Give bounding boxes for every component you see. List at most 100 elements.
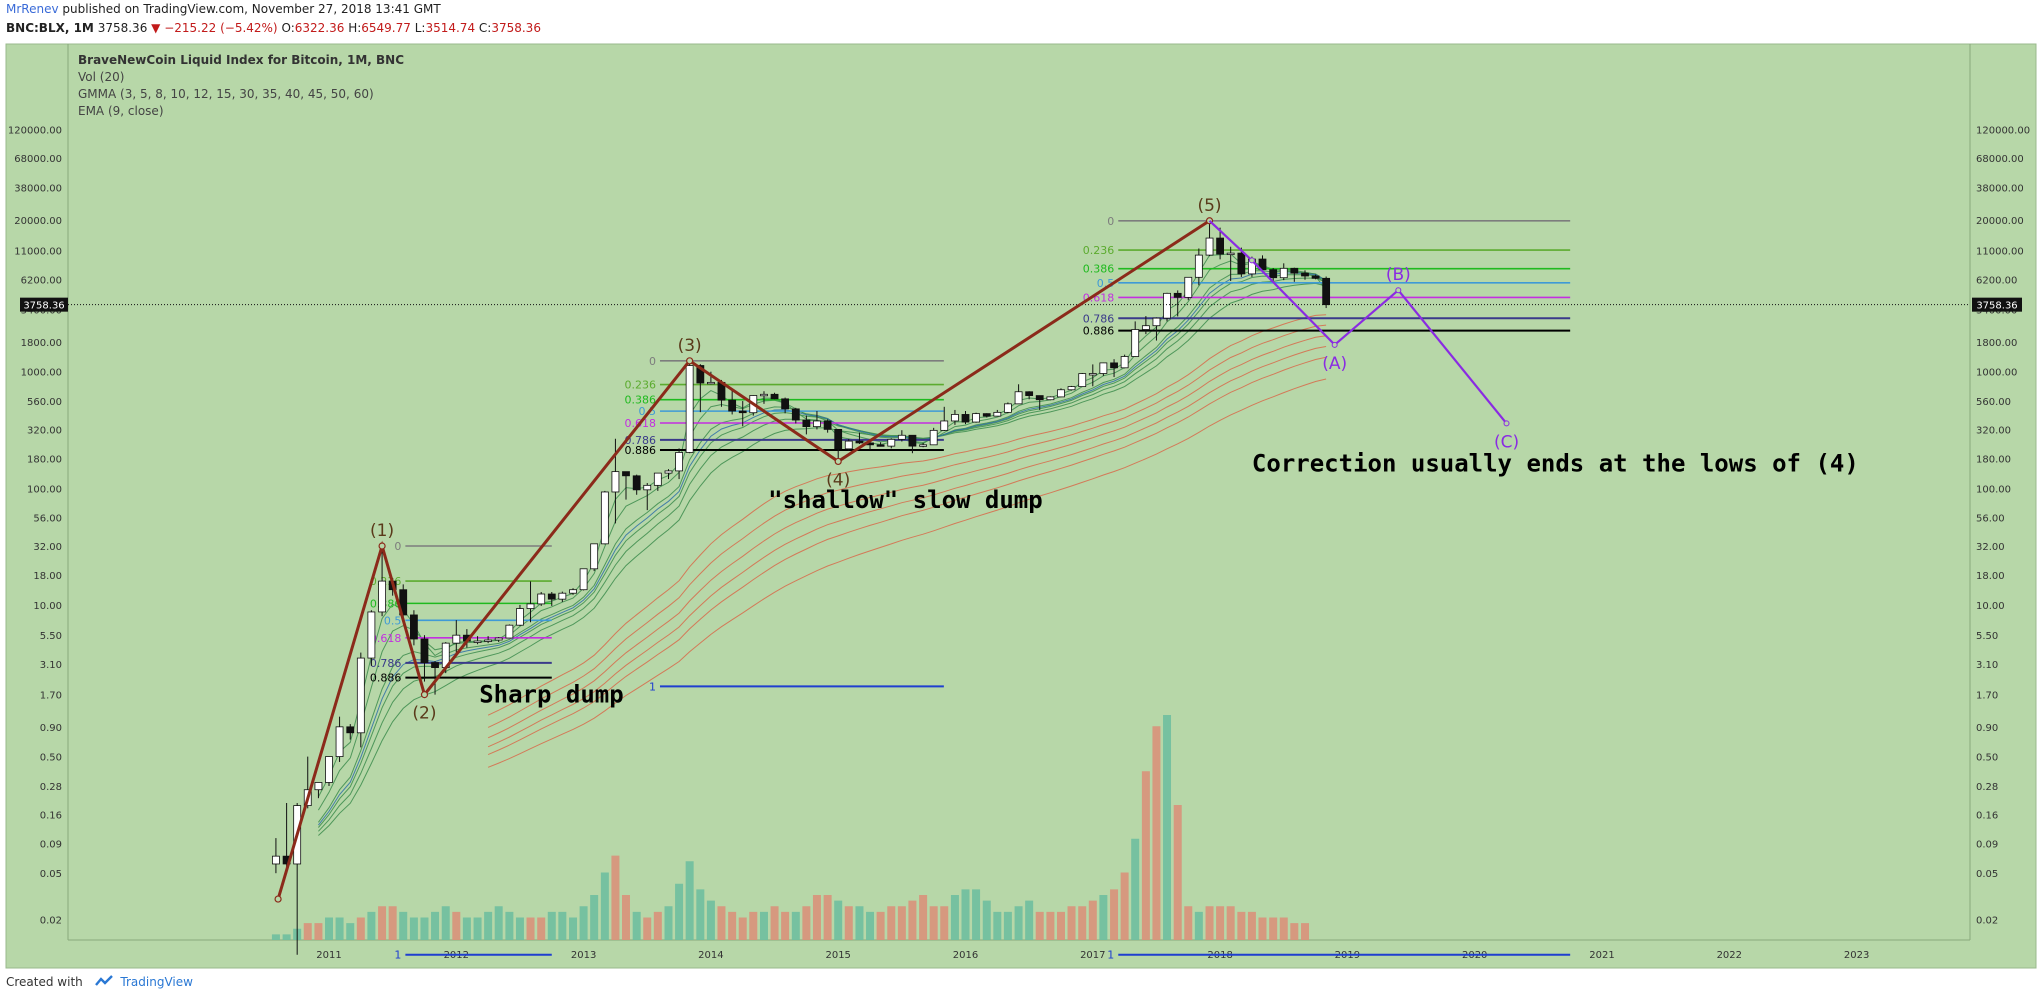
candle-body [622, 471, 630, 477]
x-tick-label: 2023 [1844, 950, 1869, 961]
candle-body [494, 637, 503, 641]
wave-pivot-point[interactable] [834, 457, 842, 466]
candle [1035, 395, 1044, 410]
volume-bar [1194, 911, 1203, 940]
open-value: 6322.36 [294, 21, 345, 35]
candle [346, 724, 355, 740]
y-tick-label-left: 1800.00 [21, 338, 62, 349]
created-with-label: Created with [6, 975, 83, 989]
chart-annotation: "shallow" slow dump [768, 486, 1043, 514]
candle-body [590, 543, 599, 570]
candle [516, 604, 524, 626]
wave-pivot-point[interactable] [274, 895, 282, 903]
candle [590, 543, 599, 572]
chart-panel [5, 43, 2037, 969]
volume-bar [919, 895, 928, 940]
tradingview-logo-icon [94, 975, 113, 990]
candle-body [876, 444, 885, 447]
candle-body [1205, 237, 1214, 256]
y-tick-label-left: 68000.00 [14, 154, 62, 165]
ohlc-line: BNC:BLX, 1M 3758.36 ▼ −215.22 (−5.42%) O… [6, 21, 541, 35]
candle [929, 427, 938, 446]
elliott-wave-line[interactable] [276, 219, 1211, 900]
volume-bar [791, 911, 800, 940]
candle-body [473, 640, 482, 643]
tradingview-link[interactable]: TradingView [120, 975, 193, 989]
projection-point[interactable] [1248, 257, 1255, 264]
wave-pivot-point[interactable] [686, 357, 694, 365]
y-tick-label-left: 1000.00 [21, 368, 62, 379]
gmma-long-line [487, 314, 1327, 716]
fib-level-label: 0.618 [370, 632, 402, 645]
candle-body [696, 365, 705, 384]
candle [325, 756, 333, 786]
volume-bar [876, 911, 885, 940]
candle [685, 360, 694, 454]
candle [1014, 384, 1023, 405]
last-price-tag-left [20, 297, 68, 312]
candle [696, 364, 705, 413]
volume-bar [462, 917, 471, 940]
indicator-label: GMMA (3, 5, 8, 10, 12, 15, 30, 35, 40, 4… [78, 87, 374, 101]
candle [1311, 274, 1320, 280]
candle [622, 471, 630, 500]
candle [1237, 247, 1246, 277]
projection-point[interactable] [1331, 341, 1338, 348]
projection-label: (B) [1386, 265, 1411, 285]
candle [452, 620, 461, 654]
candle-body [1014, 391, 1023, 405]
gmma-short-line [318, 274, 1327, 828]
wave-pivot-point[interactable] [420, 691, 429, 699]
y-tick-label-left: 120000.00 [8, 125, 62, 136]
projection-point[interactable] [1503, 420, 1510, 427]
candle-body [685, 365, 694, 453]
candle [632, 474, 641, 495]
candle-body [1226, 252, 1235, 256]
y-tick-label-right: 10.00 [1976, 601, 2005, 612]
y-tick-label-right: 6200.00 [1976, 275, 2017, 286]
gmma-long-line [487, 324, 1327, 728]
fib-level-label: 0 [394, 540, 401, 553]
chart-header: MrRenev published on TradingView.com, No… [0, 0, 2041, 44]
candle [558, 591, 567, 602]
volume-bar [1216, 906, 1225, 940]
y-tick-label-right: 0.16 [1976, 810, 1998, 821]
candle-body [335, 726, 344, 758]
candle-body [1067, 386, 1076, 391]
candle [1205, 220, 1214, 257]
candle-body [516, 608, 524, 626]
y-tick-label-left: 0.28 [40, 782, 62, 793]
y-tick-label-right: 0.50 [1976, 753, 1998, 764]
volume-bar [494, 906, 503, 940]
wave-pivot-point[interactable] [378, 542, 386, 550]
volume-bar [1173, 805, 1182, 940]
y-tick-label-right: 32.00 [1976, 542, 2005, 553]
volume-bar [282, 934, 291, 940]
y-tick-label-left: 0.02 [40, 916, 62, 927]
y-tick-label-right: 1.70 [1976, 691, 1998, 702]
candle [908, 434, 917, 454]
chart-annotation: Correction usually ends at the lows of (… [1252, 449, 1859, 477]
y-tick-label-left: 0.90 [40, 723, 62, 734]
volume-bar [908, 900, 917, 940]
volume-bar [1163, 715, 1172, 940]
author-link[interactable]: MrRenev [6, 2, 59, 16]
volume-bar [1131, 838, 1140, 940]
candle [494, 637, 503, 643]
candle-body [410, 614, 418, 640]
candle [484, 636, 493, 644]
volume-bar [844, 906, 853, 940]
volume-bar [961, 889, 970, 940]
candle-body [972, 413, 980, 423]
candle [1279, 263, 1288, 281]
projection-point[interactable] [1395, 287, 1402, 294]
candle [378, 545, 386, 617]
volume-bar [441, 906, 450, 940]
y-tick-label-left: 10.00 [33, 601, 62, 612]
candle-body [887, 438, 896, 447]
candle [643, 483, 652, 511]
